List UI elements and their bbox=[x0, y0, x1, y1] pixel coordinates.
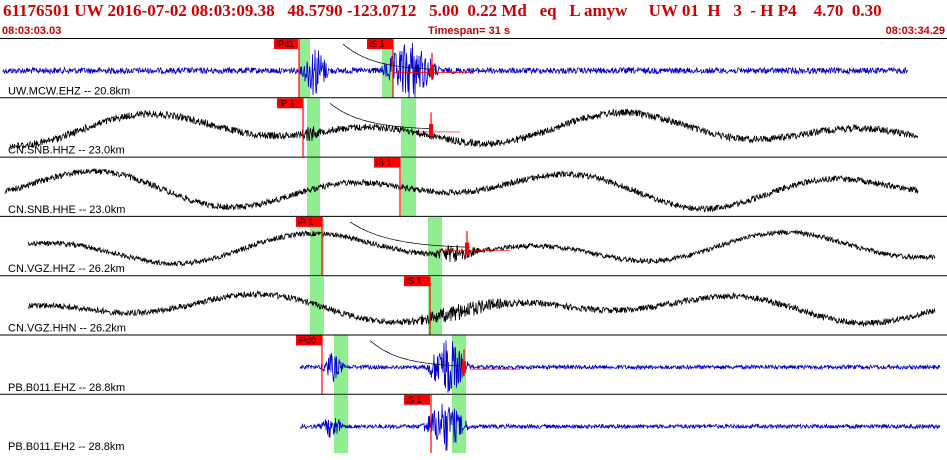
pick-tag bbox=[404, 276, 430, 287]
phase-window bbox=[428, 216, 442, 276]
trace-panel[interactable]: iPd1 iS 1 UW.MCW.EHZ -- 20.8km bbox=[0, 38, 947, 100]
pick-label: iS 1 bbox=[406, 395, 422, 405]
station-label: PB.B011.EH2 -- 28.8km bbox=[8, 441, 125, 453]
pick-tag bbox=[404, 394, 430, 405]
pick-label: iS 1 bbox=[376, 158, 392, 168]
amplitude-marker-box bbox=[430, 64, 434, 77]
waveform-trace bbox=[2, 42, 909, 100]
event-header: 61176501 UW 2016-07-02 08:03:09.38 48.57… bbox=[0, 0, 947, 38]
phase-window bbox=[382, 39, 393, 98]
station-label: CN.SNB.HHE -- 23.0km bbox=[8, 204, 125, 216]
waveform-trace bbox=[4, 168, 919, 213]
pick-tag bbox=[296, 335, 322, 346]
coda-decay-curve bbox=[329, 103, 431, 130]
amplitude-marker-box bbox=[465, 242, 469, 255]
end-time-label: 08:03:34.29 bbox=[885, 25, 945, 37]
station-label: CN.VGZ.HHZ -- 26.2km bbox=[8, 263, 125, 275]
trace-panel[interactable]: iS 1 PB.B011.EH2 -- 28.8km bbox=[0, 393, 947, 454]
coda-decay-curve bbox=[342, 43, 436, 70]
start-time-label: 08:03:03.03 bbox=[2, 25, 62, 37]
timespan-label: Timespan= 31 s bbox=[428, 25, 511, 37]
trace-panel[interactable]: iS 1 CN.SNB.HHE -- 23.0km bbox=[0, 156, 947, 216]
trace-panel[interactable]: iP 1 CN.SNB.HHZ -- 23.0km bbox=[0, 97, 947, 157]
pick-tag bbox=[296, 216, 322, 227]
phase-window bbox=[310, 216, 324, 276]
pick-tag bbox=[374, 157, 400, 168]
waveform-trace bbox=[9, 108, 919, 150]
event-summary-title: 61176501 UW 2016-07-02 08:03:09.38 48.57… bbox=[3, 1, 882, 20]
waveform-trace bbox=[28, 228, 936, 268]
waveform-trace bbox=[299, 403, 941, 451]
trace-panel[interactable]: iPd0 PB.B011.EHZ -- 28.8km bbox=[0, 334, 947, 394]
phase-window bbox=[334, 394, 348, 454]
station-label: UW.MCW.EHZ -- 20.8km bbox=[8, 85, 130, 97]
pick-label: iS 1 bbox=[369, 39, 385, 49]
waveform-trace bbox=[27, 289, 936, 328]
pick-label: iP 1 bbox=[298, 217, 313, 227]
station-label: CN.VGZ.HHN -- 26.2km bbox=[8, 323, 126, 335]
pick-tag bbox=[277, 98, 303, 109]
seismogram-panel-stack[interactable]: iPd1 iS 1 UW.MCW.EHZ -- 20.8km iP 1 CN.SNB.H… bbox=[0, 38, 947, 460]
trace-panel[interactable]: iS 1 CN.VGZ.HHN -- 26.2km bbox=[0, 275, 947, 335]
pick-tag bbox=[367, 39, 393, 49]
pick-label: iPd1 bbox=[276, 39, 294, 49]
coda-decay-curve bbox=[369, 340, 461, 367]
phase-window bbox=[401, 157, 416, 216]
station-label: PB.B011.EHZ -- 28.8km bbox=[8, 382, 125, 394]
pick-label: iS 1 bbox=[406, 276, 422, 286]
trace-panel[interactable]: iP 1 CN.VGZ.HHZ -- 26.2km bbox=[0, 215, 947, 276]
amplitude-marker-box bbox=[429, 123, 433, 136]
coda-decay-curve bbox=[349, 221, 471, 248]
pick-label: iPd0 bbox=[298, 336, 316, 346]
station-label: CN.SNB.HHZ -- 23.0km bbox=[8, 145, 125, 157]
phase-window bbox=[334, 335, 348, 394]
amplitude-marker-box bbox=[462, 361, 466, 374]
pick-tag bbox=[274, 39, 298, 49]
waveform-trace bbox=[299, 340, 941, 393]
pick-label: iP 1 bbox=[279, 98, 294, 108]
